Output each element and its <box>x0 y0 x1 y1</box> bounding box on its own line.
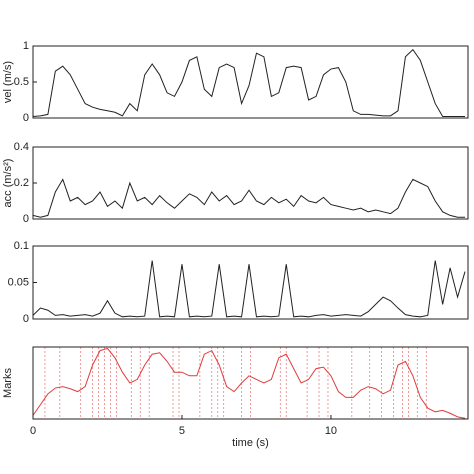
y-tick-label: 1 <box>23 40 29 52</box>
axes-frame <box>32 45 469 119</box>
y-tick-label: 0 <box>23 313 29 325</box>
axes-frame <box>32 245 469 320</box>
y-axis-label: acc (m/s²) <box>2 159 14 208</box>
y-tick-label: 0 <box>23 213 29 225</box>
y-tick-label: 0.4 <box>14 141 29 153</box>
y-tick-label: 0.5 <box>14 76 29 88</box>
axes-frame <box>32 146 469 220</box>
data-line <box>32 48 466 118</box>
y-axis-label: Marks <box>2 368 14 398</box>
y-tick-label: 0.05 <box>8 276 29 288</box>
x-tick-label: 10 <box>325 425 337 437</box>
data-line <box>32 347 466 419</box>
x-tick-label: 5 <box>179 425 185 437</box>
y-tick-label: 0.1 <box>14 240 29 252</box>
axes-frame <box>32 346 469 420</box>
x-axis-label: time (s) <box>232 437 269 449</box>
x-tick-label: 0 <box>30 425 36 437</box>
data-line <box>32 178 466 218</box>
y-tick-label: 0.2 <box>14 177 29 189</box>
y-tick-label: 0 <box>23 112 29 124</box>
y-axis-label: vel (m/s) <box>2 61 14 103</box>
data-line <box>32 260 466 318</box>
